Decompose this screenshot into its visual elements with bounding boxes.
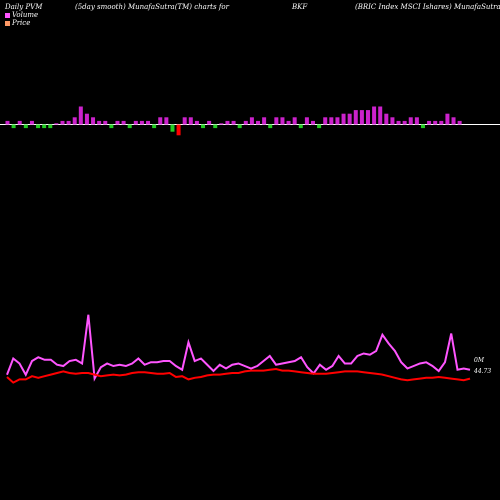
volume-bar (268, 124, 273, 129)
volume-bar (182, 117, 187, 125)
volume-bar (384, 113, 389, 125)
volume-bar (304, 117, 309, 125)
volume-bar (97, 120, 102, 125)
volume-bar (121, 120, 126, 125)
volume-bar (445, 113, 450, 125)
volume-bar (207, 120, 212, 125)
volume-bar (243, 120, 248, 125)
volume-bar (133, 120, 138, 125)
volume-bar (359, 110, 364, 125)
volume-bar (457, 120, 462, 125)
volume-bar (11, 124, 16, 129)
volume-bar (84, 113, 89, 125)
volume-bar (5, 120, 10, 125)
series-lines (6, 314, 471, 384)
volume-bar (36, 124, 41, 129)
volume-bar (78, 106, 83, 125)
volume-bar (335, 117, 340, 125)
volume-bar (48, 124, 53, 129)
volume-bar (408, 117, 413, 125)
volume-bar (201, 124, 206, 129)
legend-price: Price (5, 19, 30, 27)
volume-bar (237, 124, 242, 129)
volume-bar (292, 117, 297, 125)
volume-bar (433, 120, 438, 125)
volume-bar (91, 117, 96, 125)
volume-bar (194, 120, 199, 125)
volume-bar (213, 124, 218, 129)
volume-bar (372, 106, 377, 125)
volume-bar (365, 110, 370, 125)
chart-description: (5day smooth) MunafaSutra(TM) charts for (75, 3, 229, 11)
volume-bar (109, 124, 114, 129)
volume-bar (311, 120, 315, 125)
volume-bar (219, 123, 224, 125)
volume-bar (152, 124, 157, 129)
ticker-symbol: BKF (292, 3, 308, 11)
volume-bar (323, 117, 328, 125)
volume-bar (146, 120, 151, 125)
volume-bar (439, 120, 444, 125)
volume-bar (451, 117, 456, 125)
price-line (6, 367, 471, 384)
volume-bar (427, 120, 432, 125)
legend-volume-swatch (5, 13, 10, 18)
volume-bar (420, 124, 425, 129)
volume-bar (262, 117, 267, 125)
volume-bar (396, 120, 401, 125)
volume-bar (225, 120, 230, 125)
volume-bar (127, 124, 132, 129)
volume-bar (378, 106, 383, 125)
volume-bars (5, 106, 462, 136)
volume-bar (17, 120, 22, 125)
volume-bar (390, 117, 395, 125)
volume-bar (317, 124, 322, 129)
volume-bar (249, 117, 254, 125)
volume-bar (72, 117, 77, 125)
volume-bar (402, 120, 407, 125)
volume-bar (60, 120, 65, 125)
volume-bar (164, 117, 169, 125)
volume-bar (286, 120, 291, 125)
volume-bar (329, 117, 334, 125)
volume-bar (170, 124, 175, 132)
volume-bar (341, 113, 346, 125)
volume-bar (414, 117, 419, 125)
volume-bar (231, 120, 236, 125)
legend-price-swatch (5, 21, 10, 26)
volume-bar (54, 123, 59, 125)
fund-name: (BRIC Index MSCI Ishares) MunafaSutra.co… (355, 3, 500, 11)
volume-bar (139, 120, 144, 125)
chart-label-left: Daily PVM (5, 3, 43, 11)
volume-line (6, 314, 471, 382)
volume-bar (66, 120, 71, 125)
legend-volume: Volume (5, 11, 38, 19)
legend-volume-label: Volume (12, 11, 39, 19)
volume-bar (103, 120, 108, 125)
volume-bar (256, 120, 261, 125)
volume-bar (298, 124, 303, 129)
volume-bar (42, 124, 47, 129)
volume-bar (188, 117, 193, 125)
legend-price-label: Price (12, 19, 31, 27)
volume-bar (23, 124, 28, 129)
volume-bar (158, 117, 163, 125)
volume-last-label: 0M (474, 357, 485, 364)
volume-bar (29, 120, 34, 125)
volume-bar (274, 117, 279, 125)
volume-bar (280, 117, 285, 125)
volume-bar (353, 110, 358, 125)
volume-bar (347, 113, 352, 125)
price-last-label: 44.73 (473, 368, 491, 375)
volume-bar (115, 120, 120, 125)
volume-bar (176, 124, 181, 136)
